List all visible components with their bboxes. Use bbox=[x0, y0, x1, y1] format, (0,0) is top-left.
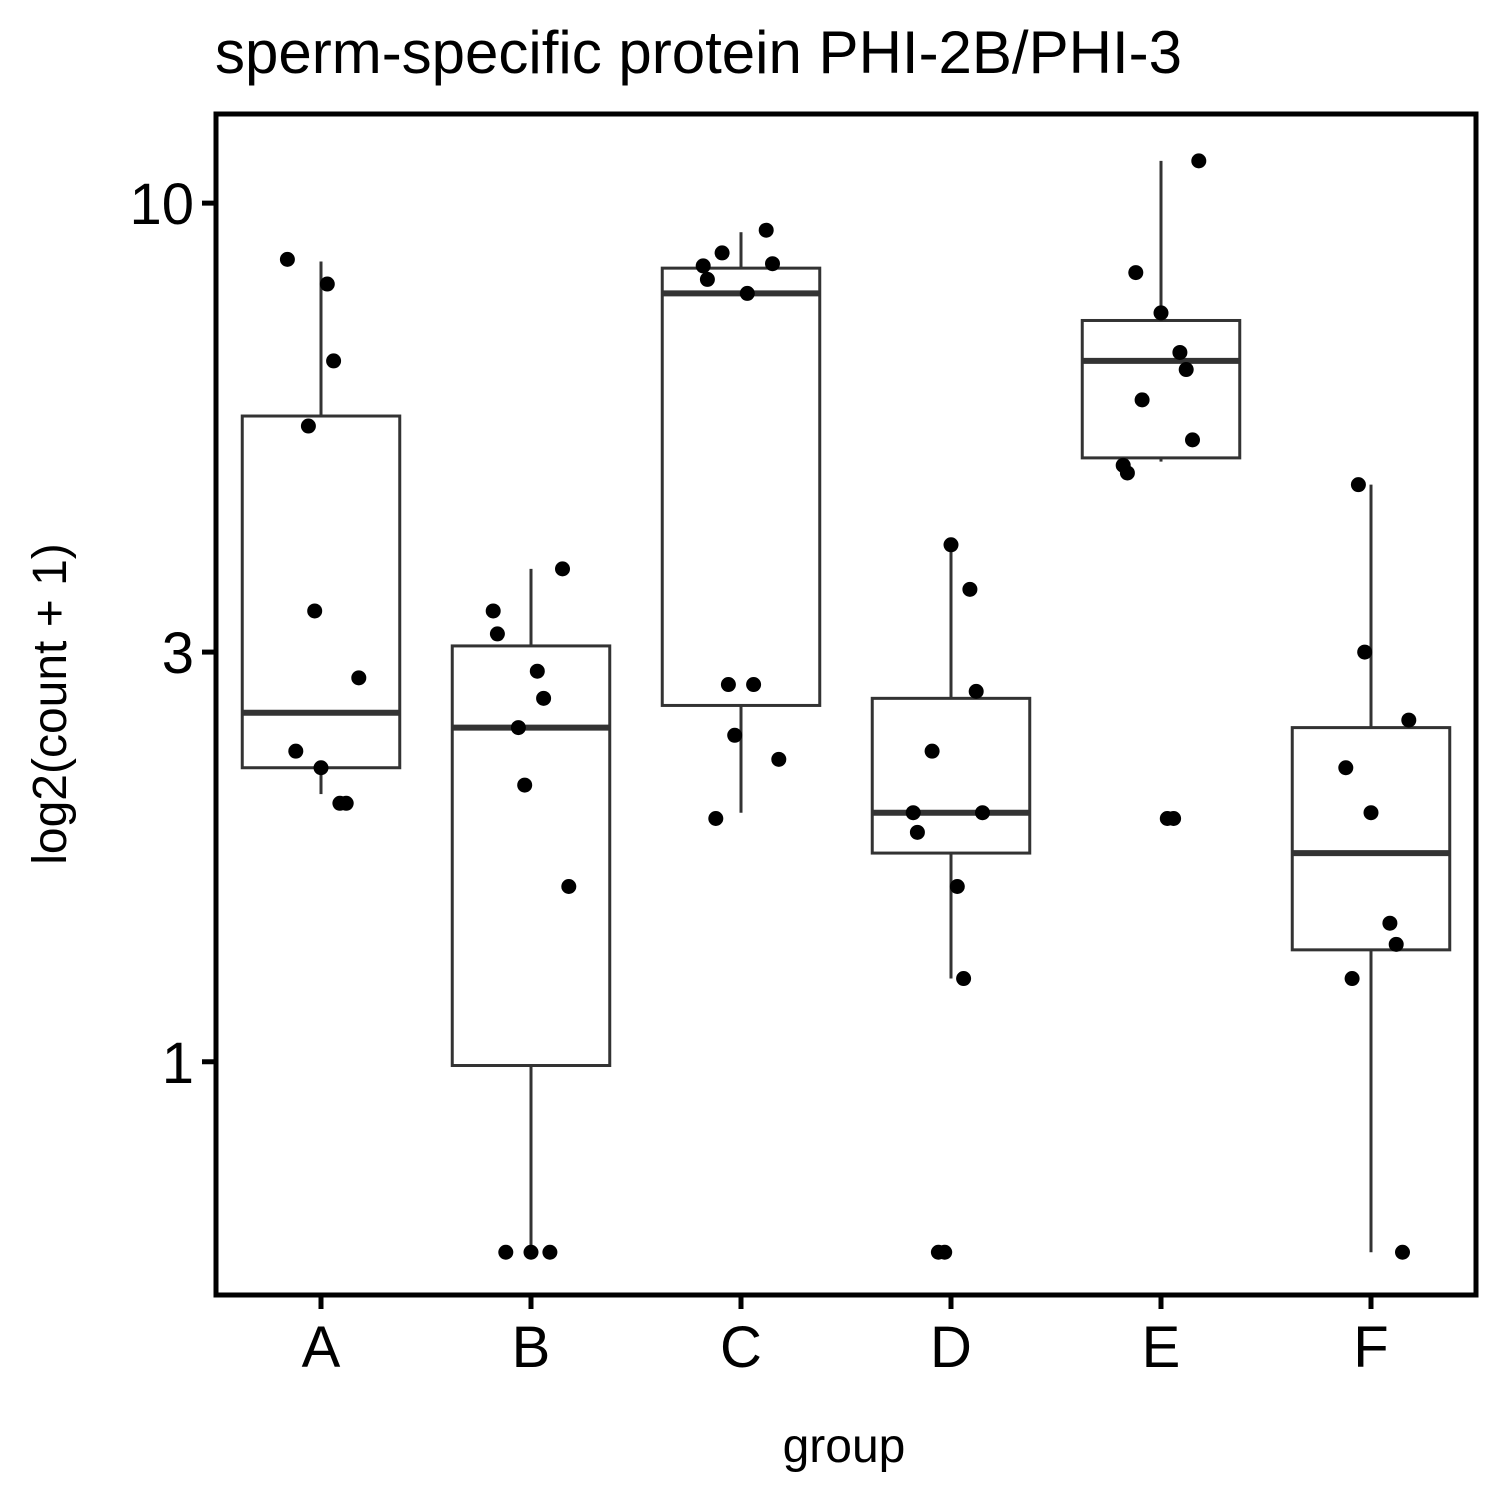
data-point-e bbox=[1134, 392, 1150, 408]
axes: 1 3 10 A B C D E F bbox=[129, 111, 1479, 1380]
plot-area bbox=[240, 153, 1452, 1260]
data-point-f bbox=[1357, 644, 1373, 660]
data-point-d bbox=[962, 581, 978, 597]
data-point-f bbox=[1338, 760, 1354, 776]
data-point-a bbox=[313, 760, 329, 776]
data-point-c bbox=[695, 258, 711, 274]
data-point-b bbox=[489, 626, 505, 642]
data-point-b bbox=[542, 1244, 558, 1260]
panel-border bbox=[213, 111, 1479, 1298]
data-point-c bbox=[727, 727, 743, 743]
data-point-b bbox=[555, 561, 570, 577]
data-point-a bbox=[307, 603, 323, 619]
data-point-b bbox=[510, 720, 526, 736]
data-point-b bbox=[517, 777, 533, 793]
data-point-c bbox=[746, 677, 762, 693]
data-point-a bbox=[326, 353, 342, 369]
data-point-d bbox=[924, 743, 940, 759]
data-point-b bbox=[485, 603, 501, 619]
data-point-f bbox=[1350, 477, 1366, 493]
data-point-c bbox=[765, 256, 780, 272]
data-point-a bbox=[338, 795, 354, 811]
data-point-d bbox=[943, 537, 959, 553]
data-point-d bbox=[909, 824, 925, 840]
data-point-c bbox=[758, 222, 774, 238]
data-point-e bbox=[1172, 344, 1188, 360]
data-point-e bbox=[1185, 432, 1200, 448]
data-point-e bbox=[1119, 465, 1135, 481]
data-point-b bbox=[498, 1244, 514, 1260]
data-point-c bbox=[714, 245, 730, 261]
data-point-e bbox=[1153, 305, 1169, 321]
data-point-c bbox=[708, 811, 724, 827]
data-point-e bbox=[1178, 362, 1194, 378]
data-point-d bbox=[905, 805, 921, 821]
y-tick-label: 3 bbox=[162, 621, 194, 686]
data-point-f bbox=[1363, 805, 1379, 821]
data-point-f bbox=[1388, 936, 1404, 952]
x-tick-label: A bbox=[302, 1315, 341, 1380]
box-f bbox=[1290, 726, 1452, 952]
data-point-b bbox=[561, 878, 577, 894]
box-a bbox=[240, 414, 402, 770]
chart-title: sperm-specific protein PHI-2B/PHI-3 bbox=[215, 19, 1182, 86]
box-b bbox=[450, 644, 612, 1068]
data-point-f bbox=[1395, 1244, 1410, 1260]
data-point-e bbox=[1191, 153, 1207, 169]
data-point-c bbox=[699, 271, 715, 287]
box-c bbox=[660, 266, 822, 707]
x-tick-label: D bbox=[930, 1315, 972, 1380]
data-point-a bbox=[319, 276, 335, 292]
data-point-a bbox=[279, 251, 295, 267]
data-point-c bbox=[720, 677, 736, 693]
data-point-c bbox=[739, 285, 755, 301]
data-point-f bbox=[1382, 915, 1398, 931]
x-axis-title: group bbox=[783, 1420, 906, 1473]
data-point-b bbox=[529, 663, 545, 679]
box-d bbox=[870, 696, 1032, 855]
data-point-d bbox=[949, 878, 965, 894]
x-tick-label: E bbox=[1142, 1315, 1181, 1380]
x-tick-label: C bbox=[720, 1315, 762, 1380]
x-tick-label: B bbox=[512, 1315, 551, 1380]
data-point-b bbox=[523, 1244, 539, 1260]
box-e bbox=[1080, 318, 1242, 460]
data-point-d bbox=[968, 683, 984, 699]
data-point-e bbox=[1128, 265, 1144, 281]
data-point-d bbox=[956, 971, 972, 987]
data-point-e bbox=[1166, 811, 1182, 827]
data-point-f bbox=[1401, 712, 1417, 728]
y-tick-label: 10 bbox=[129, 172, 194, 237]
data-point-d bbox=[975, 805, 990, 821]
data-point-a bbox=[288, 743, 304, 759]
data-point-a bbox=[300, 418, 316, 434]
data-point-d bbox=[937, 1244, 953, 1260]
y-tick-label: 1 bbox=[162, 1031, 194, 1096]
data-point-b bbox=[536, 690, 552, 706]
x-tick-label: F bbox=[1353, 1315, 1388, 1380]
data-point-c bbox=[771, 751, 787, 767]
data-point-f bbox=[1344, 971, 1360, 987]
y-axis-title: log2(count + 1) bbox=[24, 543, 77, 865]
data-point-a bbox=[351, 670, 367, 686]
